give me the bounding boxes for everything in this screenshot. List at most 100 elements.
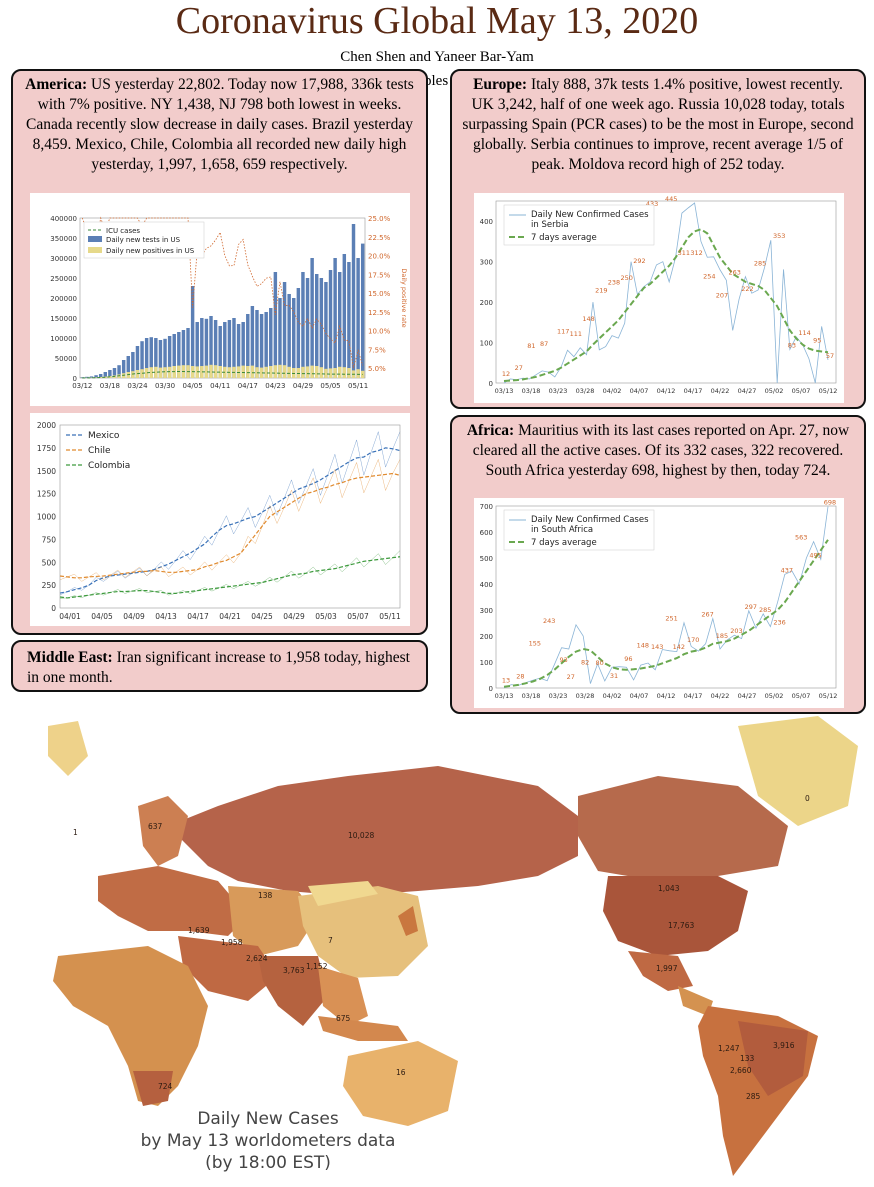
us-tests-bar (140, 341, 144, 378)
south-africa-legend-daily: Daily New Confirmed Cases (531, 515, 649, 525)
latam-y-tick: 1250 (37, 490, 56, 499)
us-positives-bar (347, 368, 351, 378)
south-africa-legend: Daily New Confirmed Cases in South Afric… (503, 509, 655, 551)
us-tests-bar (149, 337, 153, 378)
latam-cases-chart: 0 250 500 750 1000 1250 1500 1750 2000 04/01 04/05… (37, 421, 401, 621)
serbia-data-label: 83 (788, 341, 796, 349)
us-y-tick: 100000 (50, 335, 77, 343)
us-tests-bar (241, 322, 245, 378)
map-label-iran: 1,958 (221, 938, 243, 947)
latam-x-tick: 05/03 (315, 612, 337, 621)
serbia-data-label: 311 (678, 249, 690, 257)
us-icu-line (82, 371, 363, 379)
serbia-data-label: 95 (813, 337, 821, 345)
serbia-data-label: 250 (620, 274, 632, 282)
us-x-tick: 03/18 (100, 382, 120, 390)
south-africa-data-label: 243 (543, 617, 555, 625)
south-africa-x-tick: 05/12 (819, 692, 838, 700)
america-body: US yesterday 22,802. Today now 17,988, 3… (26, 76, 414, 173)
us-legend-positives-swatch (88, 247, 102, 253)
us-positives-bar (131, 371, 135, 378)
south-africa-data-label: 93 (559, 656, 567, 664)
serbia-data-label: 254 (703, 272, 715, 280)
us-positives-bar (282, 365, 287, 378)
authors: Chen Shen and Yaneer Bar-Yam (340, 49, 534, 65)
south-africa-x-tick: 04/02 (603, 692, 622, 700)
latam-x-tick: 04/09 (123, 612, 145, 621)
south-africa-y-tick: 200 (480, 633, 493, 641)
us-positives-bar (204, 365, 209, 378)
map-label-bolivia: 133 (740, 1054, 755, 1063)
serbia-data-label: 263 (728, 269, 740, 277)
us-tests-bar (181, 330, 186, 378)
us-legend-tests-swatch (88, 236, 102, 242)
map-australia (343, 1041, 458, 1126)
us-positives-bar (333, 368, 337, 378)
south-africa-x-tick: 03/18 (522, 692, 541, 700)
map-label-turkey: 1,639 (188, 926, 210, 935)
latam-x-tick: 04/01 (59, 612, 81, 621)
us-chart-panel: 0 50000 100000 150000 200000 250000 300000 3500… (30, 193, 410, 406)
latam-x-tick: 04/25 (251, 612, 273, 621)
map-europe-north (138, 796, 188, 866)
latam-legend: Mexico Chile Colombia (66, 431, 130, 471)
us-positives-bar (144, 368, 149, 378)
us-positives-bar (259, 367, 264, 378)
south-africa-x-tick: 03/13 (495, 692, 514, 700)
south-africa-y-tick: 400 (480, 581, 493, 589)
map-label-canada: 1,043 (658, 884, 680, 893)
serbia-data-label: 312 (690, 249, 702, 257)
us-legend-box (83, 221, 205, 259)
map-mongolia (308, 881, 378, 906)
us-tests-bar (264, 312, 268, 378)
us-tests-bar (135, 346, 140, 378)
map-label-russia: 10,028 (348, 831, 375, 840)
south-africa-chart-panel: 0 100 200 300 400 500 600 700 03/13 03/18 03/23 03/… (474, 498, 844, 708)
us-positives-bar (218, 366, 222, 378)
us-x-tick: 04/23 (265, 382, 285, 390)
us-tests-bar (154, 338, 158, 378)
us-tests-bar (89, 376, 94, 378)
map-label-australia: 16 (396, 1068, 406, 1077)
south-africa-legend-daily-2: in South Africa (531, 525, 593, 535)
serbia-data-label: 285 (754, 260, 766, 268)
page-title: Coronavirus Global May 13, 2020 (175, 0, 699, 42)
serbia-y-tick: 300 (480, 259, 493, 267)
us-tests-bar (333, 258, 337, 378)
us-y-tick: 150000 (50, 315, 77, 323)
south-africa-x-tick: 05/07 (792, 692, 811, 700)
us-positives-bar (213, 365, 218, 378)
map-alaska (48, 721, 88, 776)
serbia-x-tick: 05/02 (765, 387, 784, 395)
us-tests-bar (213, 320, 218, 378)
us-tests-bar (167, 336, 172, 378)
south-africa-data-label: 170 (687, 636, 699, 644)
us-x-tick: 03/24 (127, 382, 148, 390)
us-x-tick: 04/05 (183, 382, 203, 390)
us-x-tick: 04/11 (210, 382, 230, 390)
us-positives-bar (356, 369, 360, 378)
map-europe (98, 866, 248, 936)
south-africa-data-label: 82 (581, 659, 589, 667)
serbia-y-tick: 400 (480, 218, 493, 226)
us-positives-bar (154, 366, 158, 378)
us-positives-bar (342, 367, 347, 378)
south-africa-data-label: 155 (529, 640, 541, 648)
serbia-data-label: 433 (646, 200, 658, 208)
us-tests-bar (195, 322, 199, 378)
map-caption: Daily New Cases by May 13 worldometers d… (118, 1108, 418, 1174)
latam-legend-mexico: Mexico (88, 431, 120, 441)
south-africa-data-label: 203 (730, 627, 742, 635)
map-label-bangladesh: 1,152 (306, 962, 328, 971)
europe-heading: Europe: (473, 76, 528, 93)
serbia-data-label: 57 (826, 352, 834, 360)
south-africa-data-label: 31 (610, 672, 618, 680)
us-y2-tick: 5.0% (368, 365, 386, 373)
map-label-brazil: 3,916 (773, 1041, 795, 1050)
us-tests-bar (117, 365, 121, 378)
map-label-south-africa: 724 (158, 1082, 173, 1091)
serbia-x-tick: 03/13 (495, 387, 514, 395)
us-tests-bar (85, 376, 89, 378)
us-tests-bar (282, 282, 287, 378)
us-tests-bar (255, 310, 259, 378)
